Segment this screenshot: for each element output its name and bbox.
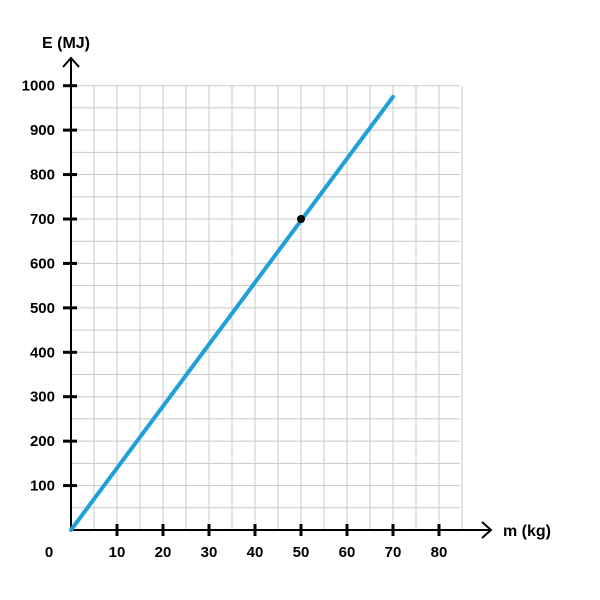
ticks: 10 20 30 40 50 60 70 80 100 200 300 400 500 600 700 800… xyxy=(22,78,448,561)
x-tick-label: 50 xyxy=(293,544,310,561)
y-axis-title: E (MJ) xyxy=(42,35,90,52)
x-tick-label: 60 xyxy=(339,544,356,561)
y-tick-label: 1000 xyxy=(22,78,55,95)
data-point xyxy=(297,214,305,223)
y-tick-label: 200 xyxy=(30,433,55,450)
x-axis-title: m (kg) xyxy=(503,523,551,540)
grid xyxy=(71,85,463,530)
x-tick-label: 30 xyxy=(201,544,218,561)
series xyxy=(69,94,395,532)
x-tick-label: 10 xyxy=(109,544,126,561)
x-axis-arrowhead xyxy=(481,521,493,539)
y-tick-label: 600 xyxy=(30,255,55,272)
y-tick-label: 300 xyxy=(30,389,55,406)
y-tick-label: 400 xyxy=(30,344,55,361)
origin-label: 0 xyxy=(45,544,53,561)
y-axis-arrowhead xyxy=(62,56,80,68)
y-tick-label: 900 xyxy=(30,122,55,139)
x-tick-label: 80 xyxy=(431,544,448,561)
y-tick-label: 800 xyxy=(30,167,55,184)
y-tick-label: 700 xyxy=(30,211,55,228)
axes xyxy=(62,56,493,539)
x-tick-label: 40 xyxy=(247,544,264,561)
y-tick-label: 100 xyxy=(30,478,55,495)
x-tick-label: 70 xyxy=(385,544,402,561)
series-line xyxy=(69,94,395,532)
x-tick-label: 20 xyxy=(155,544,172,561)
y-tick-label: 500 xyxy=(30,300,55,317)
